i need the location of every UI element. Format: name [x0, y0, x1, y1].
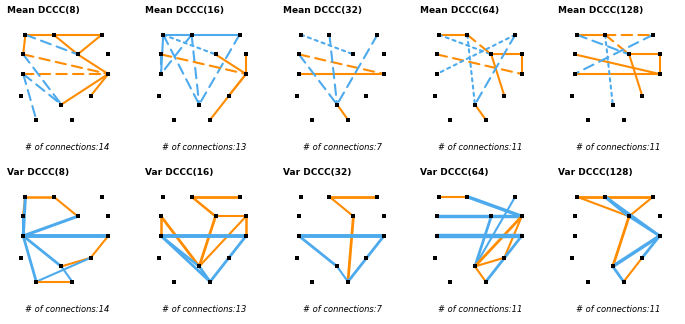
Text: # of connections:7: # of connections:7 — [303, 143, 382, 152]
Text: Mean DCCC(32): Mean DCCC(32) — [282, 6, 362, 16]
Text: Var DCCC(8): Var DCCC(8) — [7, 168, 69, 178]
Text: # of connections:11: # of connections:11 — [576, 143, 660, 152]
Text: Mean DCCC(8): Mean DCCC(8) — [7, 6, 79, 16]
Text: Var DCCC(16): Var DCCC(16) — [145, 168, 213, 178]
Text: Mean DCCC(128): Mean DCCC(128) — [558, 6, 643, 16]
Text: # of connections:13: # of connections:13 — [162, 305, 247, 314]
Text: Var DCCC(128): Var DCCC(128) — [558, 168, 633, 178]
Text: # of connections:7: # of connections:7 — [303, 305, 382, 314]
Text: Var DCCC(32): Var DCCC(32) — [282, 168, 351, 178]
Text: # of connections:13: # of connections:13 — [162, 143, 247, 152]
Text: # of connections:11: # of connections:11 — [438, 143, 523, 152]
Text: Mean DCCC(64): Mean DCCC(64) — [421, 6, 499, 16]
Text: Mean DCCC(16): Mean DCCC(16) — [145, 6, 224, 16]
Text: Var DCCC(64): Var DCCC(64) — [421, 168, 489, 178]
Text: # of connections:14: # of connections:14 — [25, 305, 109, 314]
Text: # of connections:14: # of connections:14 — [25, 143, 109, 152]
Text: # of connections:11: # of connections:11 — [576, 305, 660, 314]
Text: # of connections:11: # of connections:11 — [438, 305, 523, 314]
